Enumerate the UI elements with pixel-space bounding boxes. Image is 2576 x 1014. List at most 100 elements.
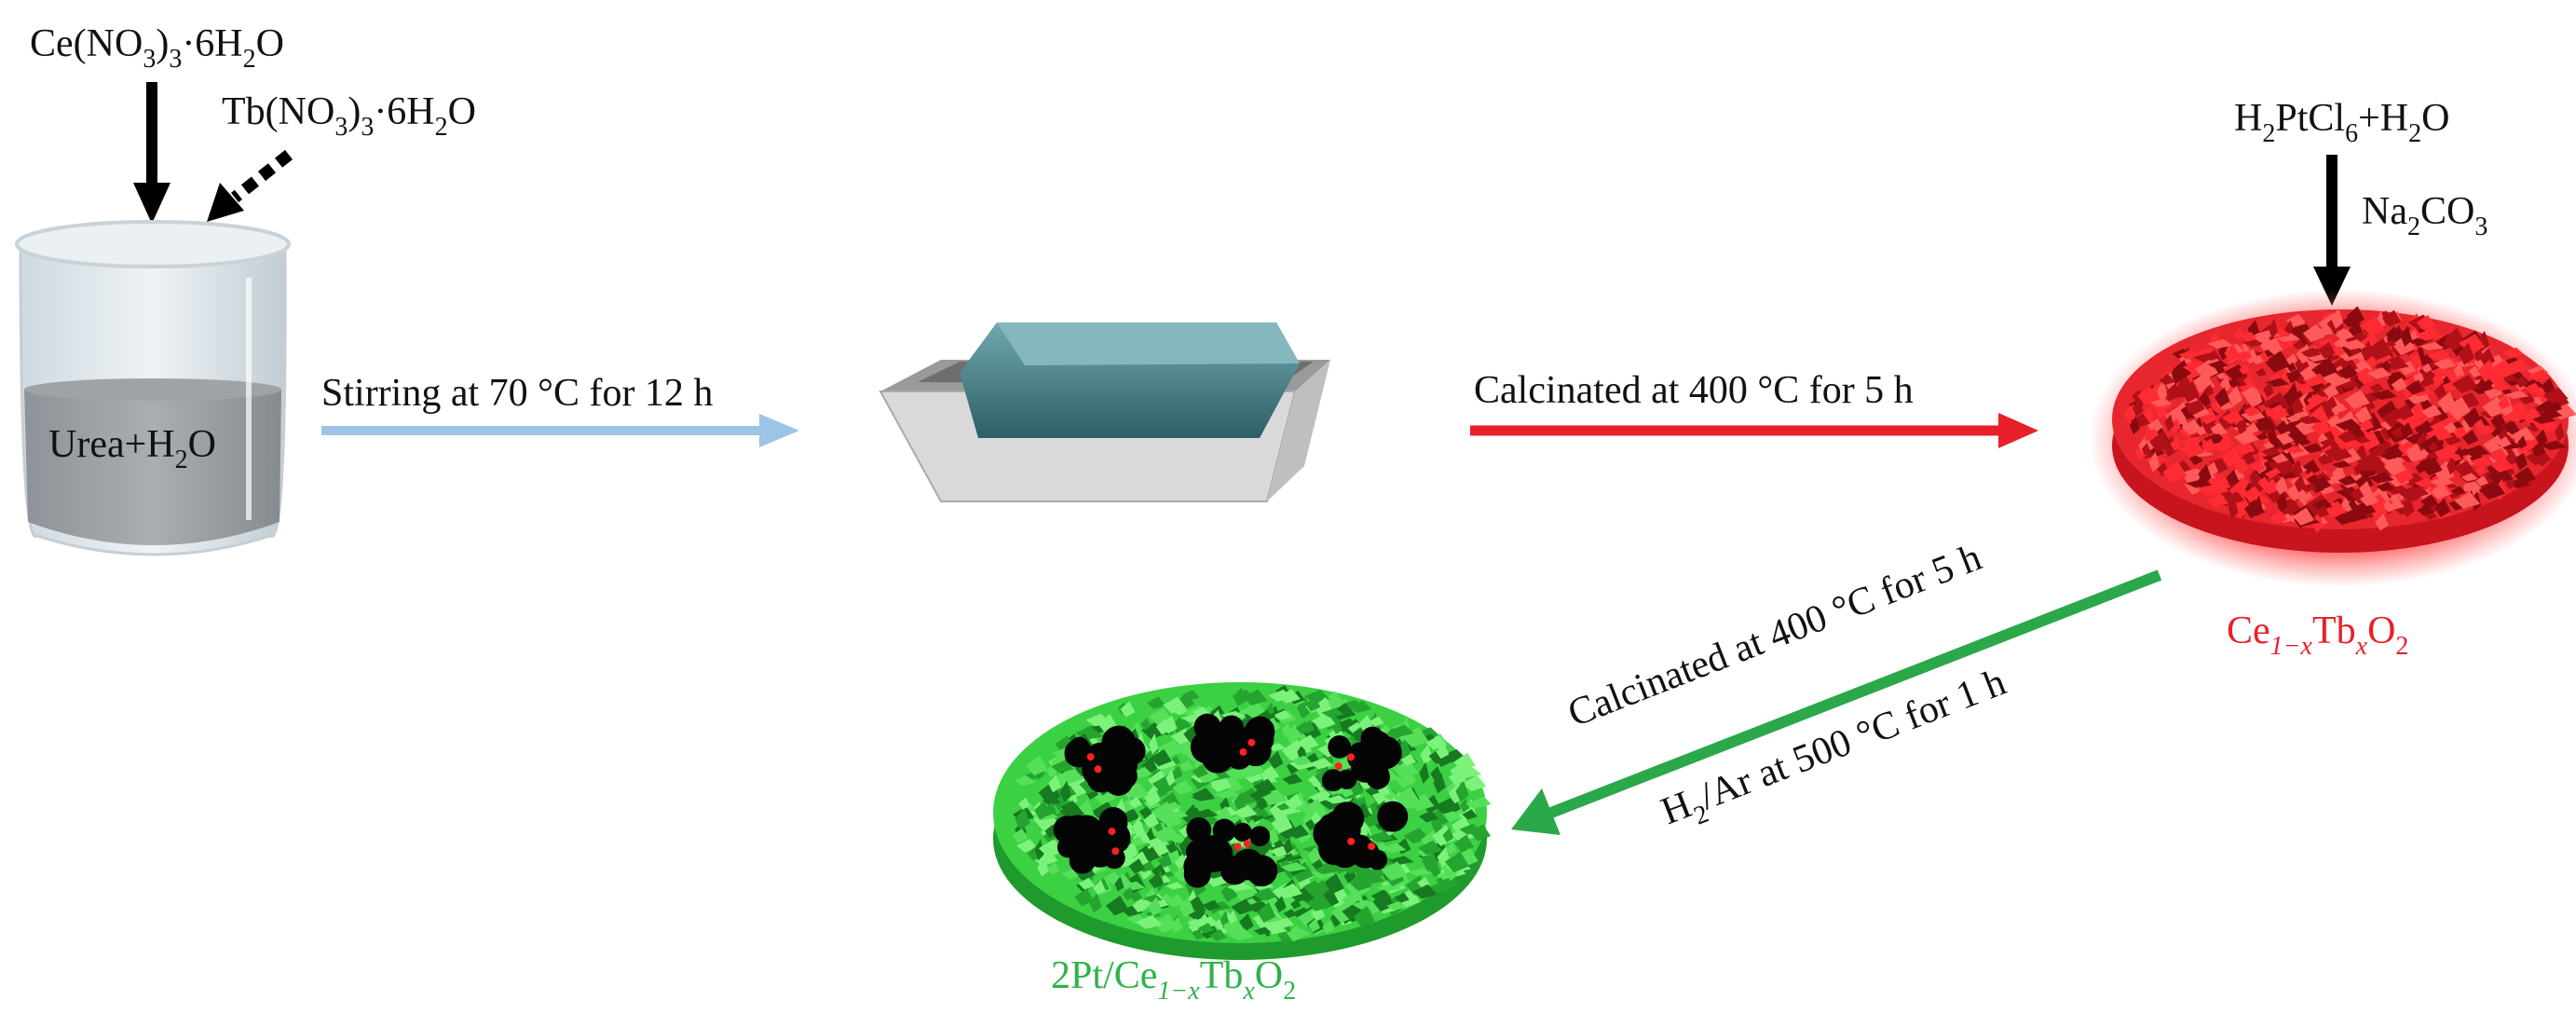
pore [2288,317,2307,327]
calcination-arrow [1470,413,2038,448]
pore [2256,432,2269,441]
pore [2180,439,2205,459]
pore [1392,759,1419,779]
pore [1210,774,1233,792]
pore [2196,425,2206,436]
pore [1152,913,1179,934]
pore [1242,689,1268,706]
pore [1371,784,1394,807]
pore [2331,460,2352,469]
pore [1386,901,1407,911]
pore [2276,490,2288,514]
pore [1012,828,1029,843]
pore [1167,842,1180,865]
pt-cluster [1313,801,1409,870]
pore [1172,780,1193,795]
pore [1034,801,1051,820]
pore [1417,840,1443,856]
pore [1421,849,1439,872]
pore [1222,917,1245,934]
pore [2427,349,2453,362]
pore [1149,733,1159,755]
pore [2514,467,2537,485]
pore [1195,916,1220,929]
pore [1181,690,1200,701]
pore [1128,858,1146,874]
pore [1430,863,1441,878]
pore [2302,443,2324,454]
pore [2184,393,2205,416]
pore [2278,379,2305,391]
pore [2268,318,2278,339]
pore [1121,881,1146,891]
pore [2515,375,2528,389]
pore [2434,498,2451,517]
pore [1074,727,1096,739]
pore [2515,449,2528,471]
pore [2242,331,2257,342]
pore [1306,894,1332,911]
pore [2400,325,2413,347]
pore [2148,451,2160,473]
pore [1114,876,1124,892]
pore [1288,793,1303,809]
porous-disc-red [2089,289,2576,587]
pore [1348,701,1372,713]
pore [1155,718,1172,735]
pore [2257,476,2269,488]
pore [1271,813,1293,834]
pore [2192,352,2218,362]
pore [2541,377,2556,395]
pore [2469,456,2494,467]
pore [2299,364,2317,381]
pore [1201,899,1221,911]
pore [2475,475,2489,486]
pore [2496,436,2512,448]
pore [1388,724,1414,737]
pore [2393,463,2414,485]
pore [2421,363,2433,373]
pore [1179,898,1195,918]
pore [2501,387,2513,395]
pore [2275,419,2289,435]
pore [2376,481,2395,492]
pore [1192,788,1215,802]
pore [2325,395,2337,410]
pore [1213,789,1241,799]
pore [2249,469,2258,485]
pore [2479,347,2496,367]
pore [2159,375,2176,386]
pore [2265,404,2290,420]
pore [2446,396,2472,419]
pore [1322,920,1334,934]
pore [2264,350,2291,373]
pore [2405,486,2430,498]
pore [1453,752,1476,772]
pore [1165,894,1186,908]
pore [2149,431,2171,453]
pore [1059,780,1071,802]
pore [2201,438,2216,454]
pore [2359,480,2372,497]
pore [1277,925,1296,945]
porous-disc-green-with-pt [993,682,1492,960]
pore [1442,828,1454,843]
pore [1290,755,1313,766]
pore [2287,381,2299,404]
pore [2141,443,2151,456]
pore [2354,405,2372,424]
calcination-step-label: Calcinated at 400 °C for 5 h [1474,369,1914,412]
pore [2244,499,2262,519]
pore [1448,769,1467,786]
pore [2477,359,2497,382]
pore [1228,928,1255,941]
pore [2169,418,2182,433]
reduction-arrow [1511,569,2162,835]
pore [1274,896,1287,913]
pore [2340,339,2367,350]
pore [1352,899,1376,910]
pore [2203,384,2215,397]
pore [2437,391,2458,414]
pore [2224,344,2240,363]
pore [1034,839,1044,861]
